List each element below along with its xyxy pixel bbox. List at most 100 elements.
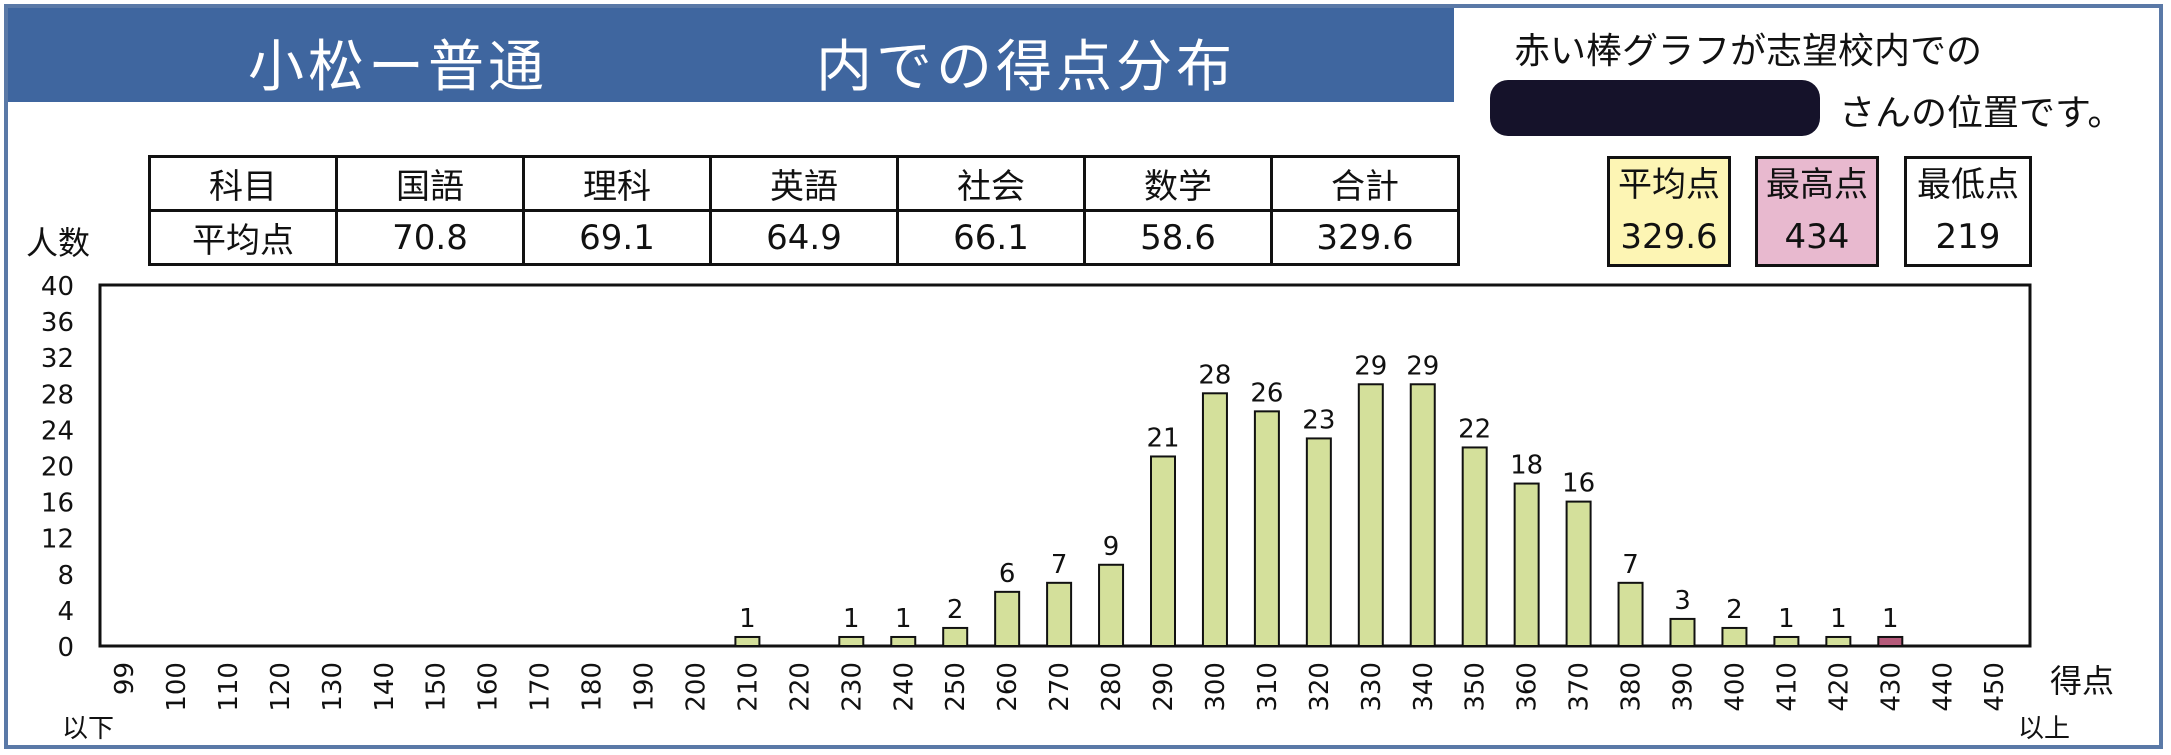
bar-value-label: 2 xyxy=(1726,595,1743,625)
bar xyxy=(1565,500,1592,647)
x-tick-label: 240 xyxy=(889,662,919,712)
average-score-value: 329.6 xyxy=(1620,217,1718,257)
table-header-cell: 社会 xyxy=(896,155,1086,212)
x-tick-label: 430 xyxy=(1876,662,1906,712)
min-score-box: 最低点 219 xyxy=(1904,156,2032,267)
bar xyxy=(1046,581,1073,648)
note-line-1: 赤い棒グラフが志望校内での xyxy=(1514,31,1983,72)
x-tick-label: 190 xyxy=(630,662,660,712)
y-axis-label: 人数 xyxy=(26,224,91,262)
table-cell: 70.8 xyxy=(335,209,525,266)
table-row: 平均点 70.8 69.1 64.9 66.1 58.6 329.6 xyxy=(148,209,1460,266)
bar xyxy=(890,635,917,647)
bar-value-label: 22 xyxy=(1458,414,1491,444)
bar xyxy=(1617,581,1644,648)
bar-value-label: 29 xyxy=(1406,351,1439,381)
bar-value-label: 1 xyxy=(895,604,912,634)
bar xyxy=(1409,383,1436,647)
table-header-cell: 科目 xyxy=(148,155,338,212)
bar xyxy=(994,590,1021,647)
table-row-label: 平均点 xyxy=(148,209,338,266)
x-tick-label: 180 xyxy=(578,662,608,712)
max-score-box: 最高点 434 xyxy=(1755,156,1879,267)
bar xyxy=(1669,617,1696,647)
bar xyxy=(1150,455,1176,647)
x-tick-label: 100 xyxy=(162,662,192,712)
table-cell: 69.1 xyxy=(522,209,712,266)
min-score-value: 219 xyxy=(1935,217,2001,257)
x-first-suffix: 以下 xyxy=(62,714,115,744)
table-header-cell: 理科 xyxy=(522,155,712,212)
bar-value-label: 7 xyxy=(1051,550,1068,580)
bar-value-label: 26 xyxy=(1250,378,1283,408)
table-header-cell: 英語 xyxy=(709,155,899,212)
x-tick-label: 320 xyxy=(1305,662,1335,712)
x-tick-label: 290 xyxy=(1149,662,1179,712)
x-tick-label: 260 xyxy=(993,662,1023,712)
x-tick-label: 360 xyxy=(1513,662,1543,712)
title-school: 小松ー普通 xyxy=(248,35,548,100)
x-tick-label: 250 xyxy=(941,662,971,712)
bar xyxy=(838,635,865,647)
y-tick-label: 36 xyxy=(41,308,74,338)
x-tick-label: 220 xyxy=(785,662,815,712)
table-cell: 58.6 xyxy=(1083,209,1273,266)
bar xyxy=(1825,635,1852,647)
bar xyxy=(1773,635,1800,647)
table-header-row: 科目 国語 理科 英語 社会 数学 合計 xyxy=(148,155,1460,212)
bar-value-label: 6 xyxy=(999,559,1016,589)
note-box: 赤い棒グラフが志望校内での さんの位置です。 xyxy=(1454,8,2159,134)
bar xyxy=(1513,482,1540,647)
bar-value-label: 1 xyxy=(1882,604,1899,634)
x-tick-label: 160 xyxy=(474,662,504,712)
y-tick-label: 28 xyxy=(41,380,74,410)
x-tick-label: 390 xyxy=(1669,662,1699,712)
x-tick-label: 110 xyxy=(214,662,244,712)
bar-value-label: 7 xyxy=(1622,550,1639,580)
bar xyxy=(734,635,761,647)
bar-value-label: 9 xyxy=(1103,532,1120,562)
bar-value-label: 1 xyxy=(1830,604,1847,634)
x-tick-label: 410 xyxy=(1772,662,1802,712)
bar xyxy=(1357,383,1384,647)
note-line-2: さんの位置です。 xyxy=(1839,93,2124,134)
bar-value-label: 21 xyxy=(1146,423,1179,453)
table-cell: 329.6 xyxy=(1270,209,1460,266)
x-tick-label: 200 xyxy=(681,662,711,712)
x-tick-label: 280 xyxy=(1097,662,1127,712)
x-tick-label: 140 xyxy=(370,662,400,712)
bar-value-label: 23 xyxy=(1302,405,1335,435)
bar xyxy=(942,626,969,648)
bar-value-label: 28 xyxy=(1198,360,1231,390)
x-tick-label: 230 xyxy=(837,662,867,712)
bar-value-label: 3 xyxy=(1674,586,1691,616)
y-tick-label: 32 xyxy=(41,344,74,374)
y-tick-label: 20 xyxy=(41,453,74,483)
x-tick-label: 310 xyxy=(1253,662,1283,712)
bar xyxy=(1461,446,1488,648)
y-tick-label: 0 xyxy=(57,633,74,663)
x-tick-label: 400 xyxy=(1720,662,1750,712)
max-score-label: 最高点 xyxy=(1766,165,1868,205)
x-tick-label: 99 xyxy=(110,662,140,695)
bar-value-label: 16 xyxy=(1562,469,1595,499)
x-last-suffix: 以上 xyxy=(2018,714,2071,744)
x-tick-label: 300 xyxy=(1201,662,1231,712)
subject-average-table: 科目 国語 理科 英語 社会 数学 合計 平均点 70.8 69.1 64.9 … xyxy=(148,155,1460,266)
x-tick-label: 270 xyxy=(1045,662,1075,712)
table-header-cell: 国語 xyxy=(335,155,525,212)
bar xyxy=(1201,392,1228,647)
x-tick-label: 380 xyxy=(1617,662,1647,712)
table-header-cell: 数学 xyxy=(1083,155,1273,212)
y-tick-label: 8 xyxy=(57,561,74,591)
bar xyxy=(1305,437,1332,647)
x-tick-label: 350 xyxy=(1461,662,1491,712)
x-tick-label: 420 xyxy=(1824,662,1854,712)
y-tick-label: 4 xyxy=(57,597,74,627)
x-tick-label: 210 xyxy=(733,662,763,712)
x-axis-label: 得点 xyxy=(2050,662,2115,700)
y-tick-label: 16 xyxy=(41,489,74,519)
bar-value-label: 1 xyxy=(843,604,860,634)
average-score-box: 平均点 329.6 xyxy=(1607,156,1731,267)
